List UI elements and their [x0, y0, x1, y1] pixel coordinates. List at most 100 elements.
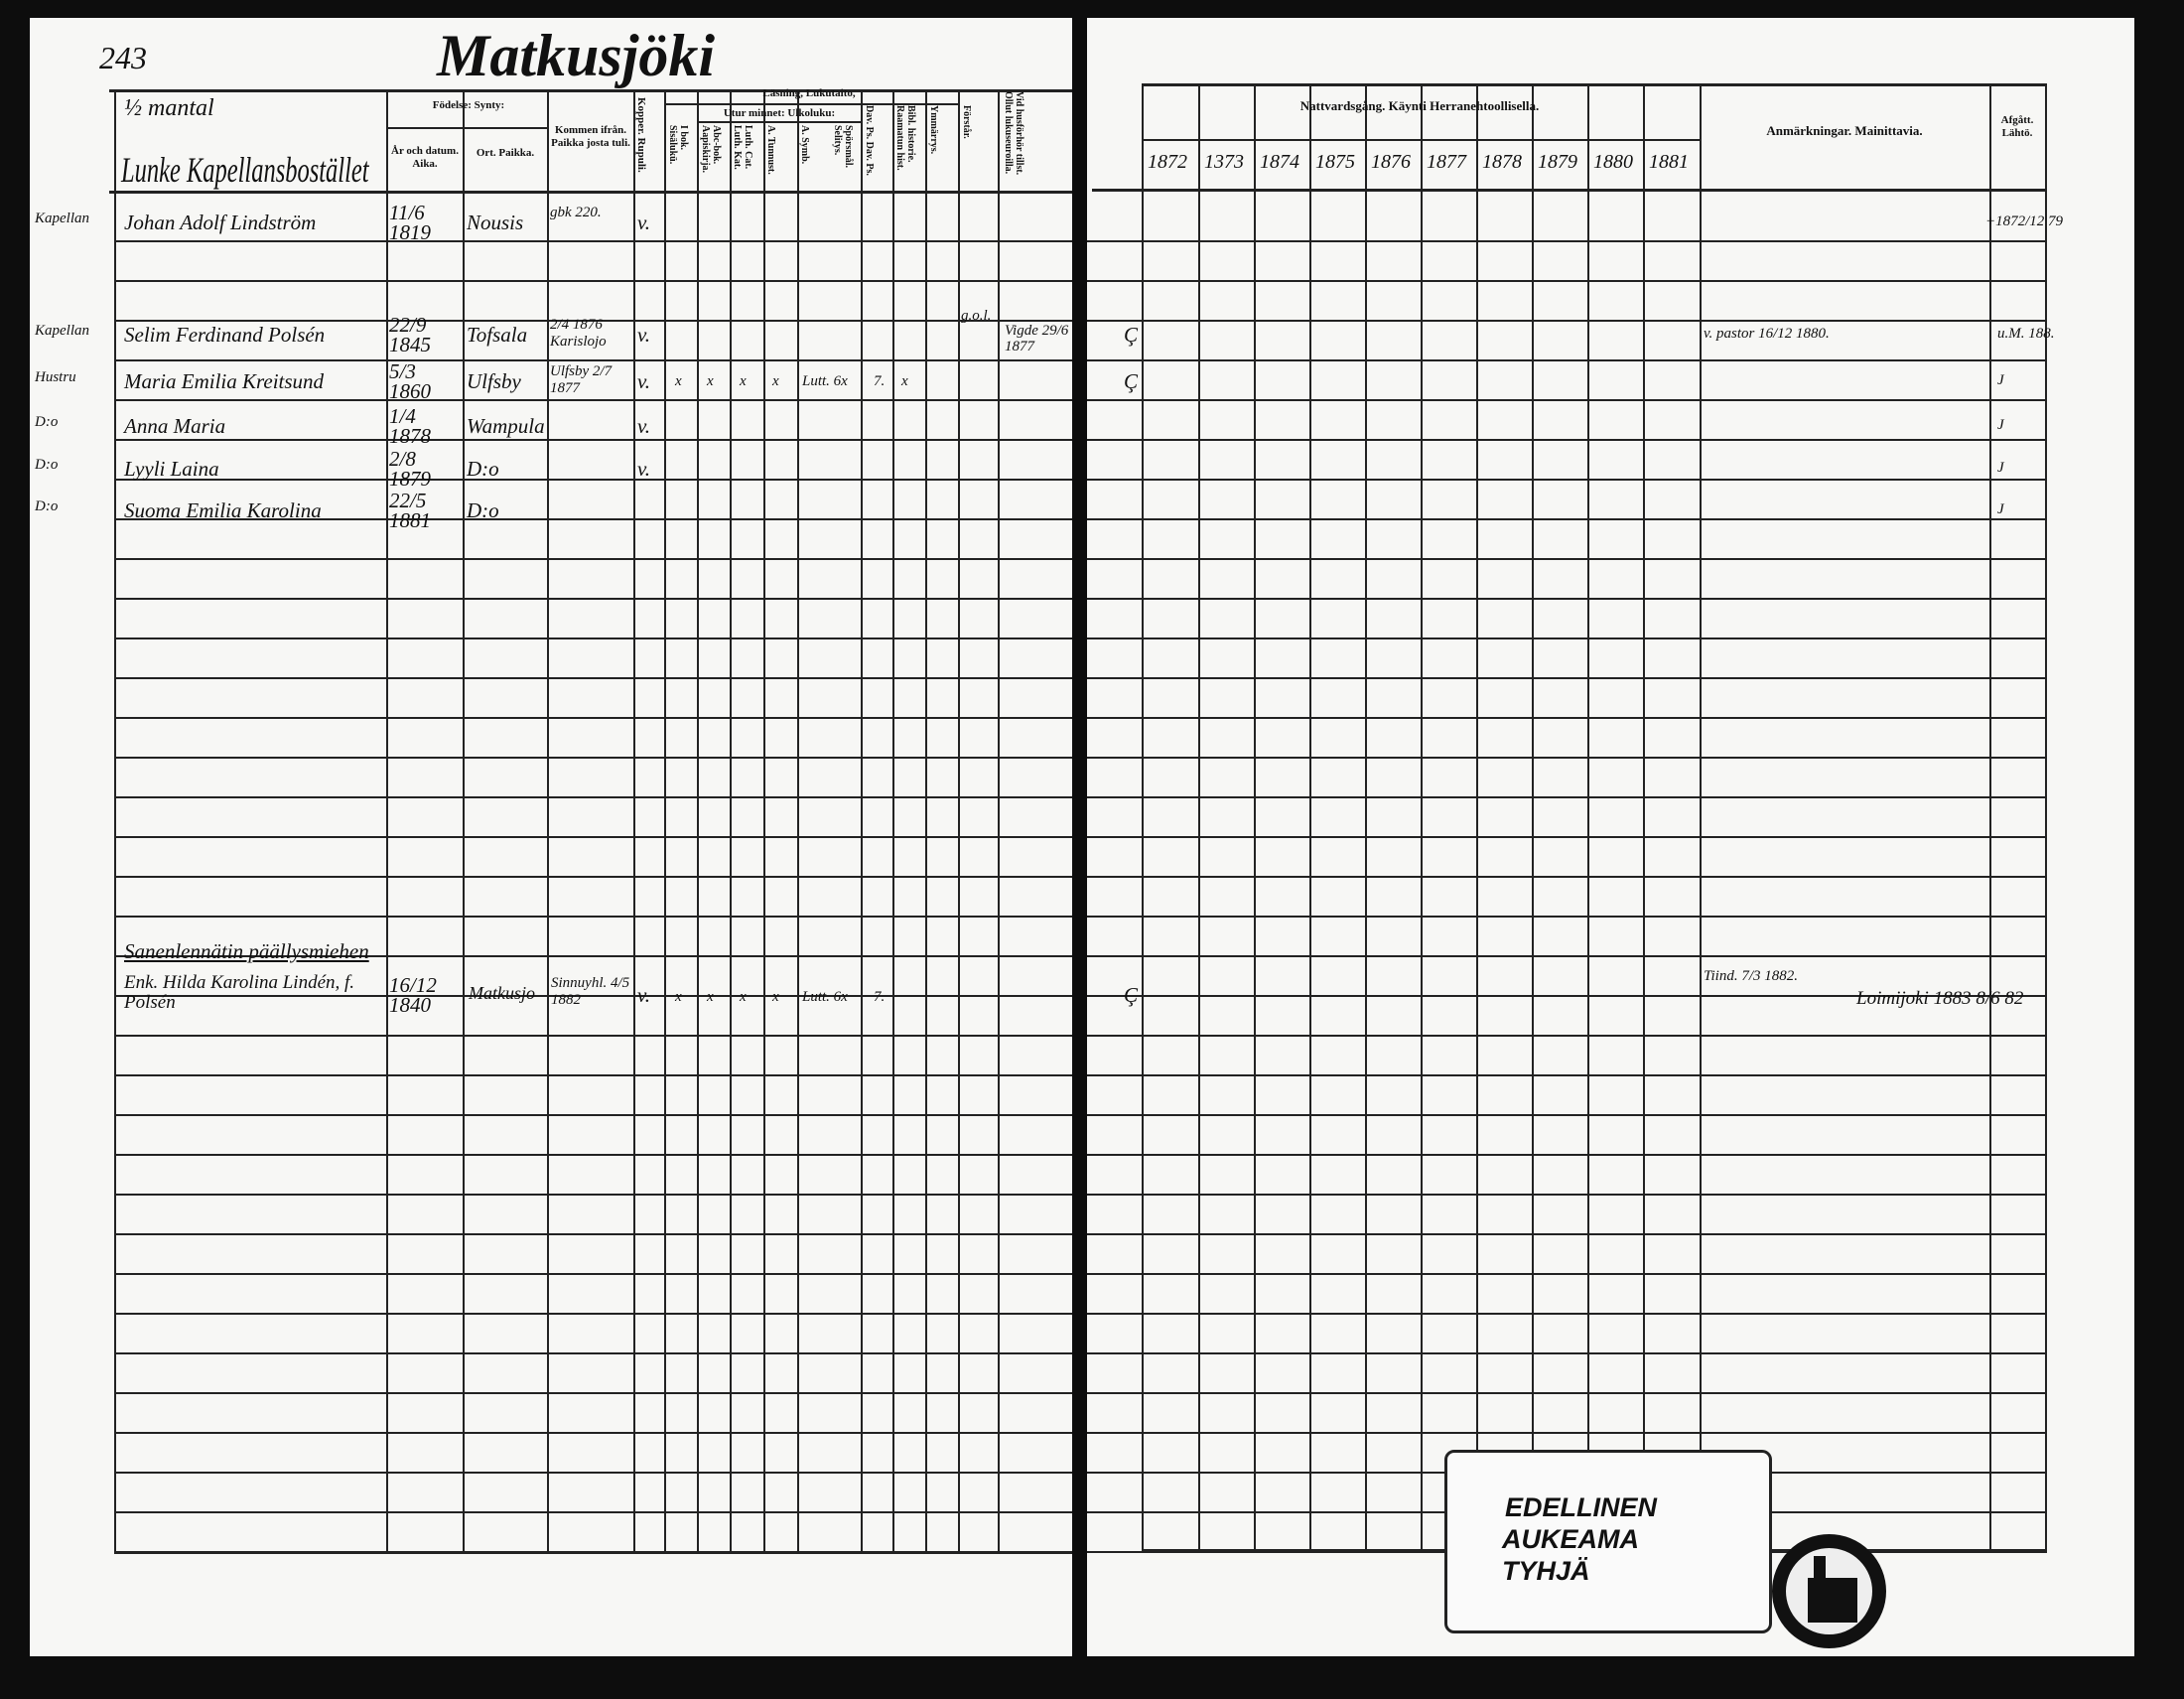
entry-birth-place: Ulfsby — [467, 369, 521, 393]
entry-birth-date: 5/3 1860 — [389, 359, 431, 403]
column-rule — [730, 89, 732, 1554]
entry-departed: J — [1997, 372, 2004, 388]
entry-name: Anna Maria — [124, 414, 226, 438]
later-entry-reading-mark: x — [772, 989, 779, 1005]
row-rule — [1087, 439, 2045, 441]
entry-birth-place: Wampula — [467, 414, 545, 438]
reading-column-header: Dav. Ps. Dav. Ps. — [864, 105, 875, 176]
header-top-rule — [1142, 83, 2045, 86]
entry-came-from: Ulfsby 2/7 1877 — [550, 363, 613, 396]
row-rule — [114, 598, 1072, 600]
birth-header: Födelse: Synty: — [432, 99, 505, 111]
entry-birth-date: 1/4 1878 — [389, 404, 431, 448]
remarks-header: Anmärkningar. Mainittavia. — [1766, 123, 1923, 138]
entry-communion: Ç — [1124, 323, 1139, 347]
row-rule — [114, 359, 1072, 361]
row-rule — [114, 1392, 1072, 1394]
row-rule — [114, 796, 1072, 798]
row-rule — [1087, 1194, 2045, 1196]
row-rule — [114, 637, 1072, 639]
row-rule — [114, 1035, 1072, 1037]
row-rule — [114, 518, 1072, 520]
column-rule — [1989, 83, 1991, 1553]
row-rule — [1087, 757, 2045, 759]
year-header: 1875 — [1315, 151, 1355, 173]
column-rule — [1532, 83, 1534, 1553]
entry-name: Selim Ferdinand Polsén — [124, 323, 326, 347]
row-rule — [114, 677, 1072, 679]
reading-column-header: A. Tunnust. — [765, 125, 776, 175]
row-rule — [1087, 1352, 2045, 1354]
column-rule — [114, 89, 116, 1554]
row-rule — [1087, 479, 2045, 481]
departed-header: Afgått. Lähtö. — [2000, 114, 2034, 139]
entry-smallpox: v. — [637, 414, 651, 438]
entry-name: Maria Emilia Kreitsund — [124, 369, 325, 393]
column-rule — [998, 89, 1000, 1554]
entry-role: Kapellan — [35, 211, 89, 226]
row-rule — [1087, 359, 2045, 361]
row-rule — [1087, 320, 2045, 322]
row-rule — [114, 1154, 1072, 1156]
column-rule — [1309, 83, 1311, 1553]
reading-column-header: Vid husförhör tillst. Ollut lukuseuroill… — [1003, 91, 1024, 176]
column-rule — [1476, 83, 1478, 1553]
row-rule — [114, 1273, 1072, 1275]
header-bottom-rule — [1092, 189, 2045, 192]
entry-role: Hustru — [35, 369, 76, 385]
entry-departed: J — [1997, 460, 2004, 476]
communion-header: Nattvardsgång. Käynti Herranehtoollisell… — [1299, 98, 1540, 113]
year-header: 1877 — [1427, 151, 1466, 173]
year-header: 1874 — [1260, 151, 1299, 173]
row-rule — [114, 1511, 1072, 1513]
mantal-label: ½ mantal — [124, 95, 214, 121]
later-entry-reading-mark: x — [707, 989, 714, 1005]
column-rule — [1142, 83, 1144, 1553]
entry-birth-place: D:o — [467, 457, 499, 481]
row-rule — [114, 1114, 1072, 1116]
entry-birth-date: 11/6 1819 — [389, 201, 431, 244]
row-rule — [114, 280, 1072, 282]
entry-smallpox: v. — [637, 211, 651, 234]
reading-column-header: A. Symb. — [799, 125, 810, 165]
notice-line-2: AUKEAMA — [1502, 1524, 1639, 1554]
entry-reading-mark: x — [901, 373, 908, 389]
row-rule — [114, 1352, 1072, 1354]
row-rule — [1087, 1432, 2045, 1434]
year-header: 1878 — [1482, 151, 1522, 173]
reading-column-header: Ymmärrys. — [928, 105, 939, 155]
reading-column-header: I bok. Sisälukü. — [667, 125, 689, 165]
entry-came-from: gbk 220. — [550, 205, 602, 220]
entry-name: Suoma Emilia Karolina — [124, 498, 322, 522]
entry-came-from: 2/4 1876 Karislojo — [550, 317, 607, 350]
row-rule — [114, 558, 1072, 560]
row-rule — [114, 995, 1072, 997]
later-entry-name: Enk. Hilda Karolina Lindén, f. Polsén — [124, 972, 355, 1013]
row-rule — [1087, 796, 2045, 798]
later-entry-title: Sanenlennätin päällysmiehen — [124, 939, 369, 963]
later-entry-reading-mark: 7. — [874, 989, 886, 1005]
row-rule — [114, 1194, 1072, 1196]
entry-role: D:o — [35, 457, 59, 473]
entry-birth-date: 2/8 1879 — [389, 447, 431, 491]
column-rule — [386, 89, 388, 1554]
came-from-header: Kommen ifrån. Paikka josta tuli. — [551, 124, 630, 149]
row-rule — [1087, 1273, 2045, 1275]
reading-column-header: Spörsmål. Selitys. — [832, 125, 854, 169]
row-rule — [1087, 955, 2045, 957]
later-entry-from: Sinnuyhl. 4/5 1882 — [551, 975, 630, 1008]
entry-smallpox: v. — [637, 457, 651, 481]
entry-marriage: Vigde 29/6 1877 — [1005, 323, 1069, 354]
later-entry-communion: Ç — [1124, 983, 1139, 1007]
column-rule — [697, 89, 699, 1554]
row-rule — [1087, 876, 2045, 878]
row-rule — [1087, 518, 2045, 520]
row-rule — [114, 757, 1072, 759]
later-entry-reading-mark: Lutt. 6x — [802, 989, 848, 1005]
place-header: Ort. Paikka. — [476, 147, 535, 159]
header-top-rule — [109, 89, 1072, 92]
column-rule — [861, 89, 863, 1554]
row-rule — [114, 439, 1072, 441]
entry-birth-date: 22/9 1845 — [389, 313, 431, 356]
entry-name: Johan Adolf Lindström — [124, 211, 317, 234]
